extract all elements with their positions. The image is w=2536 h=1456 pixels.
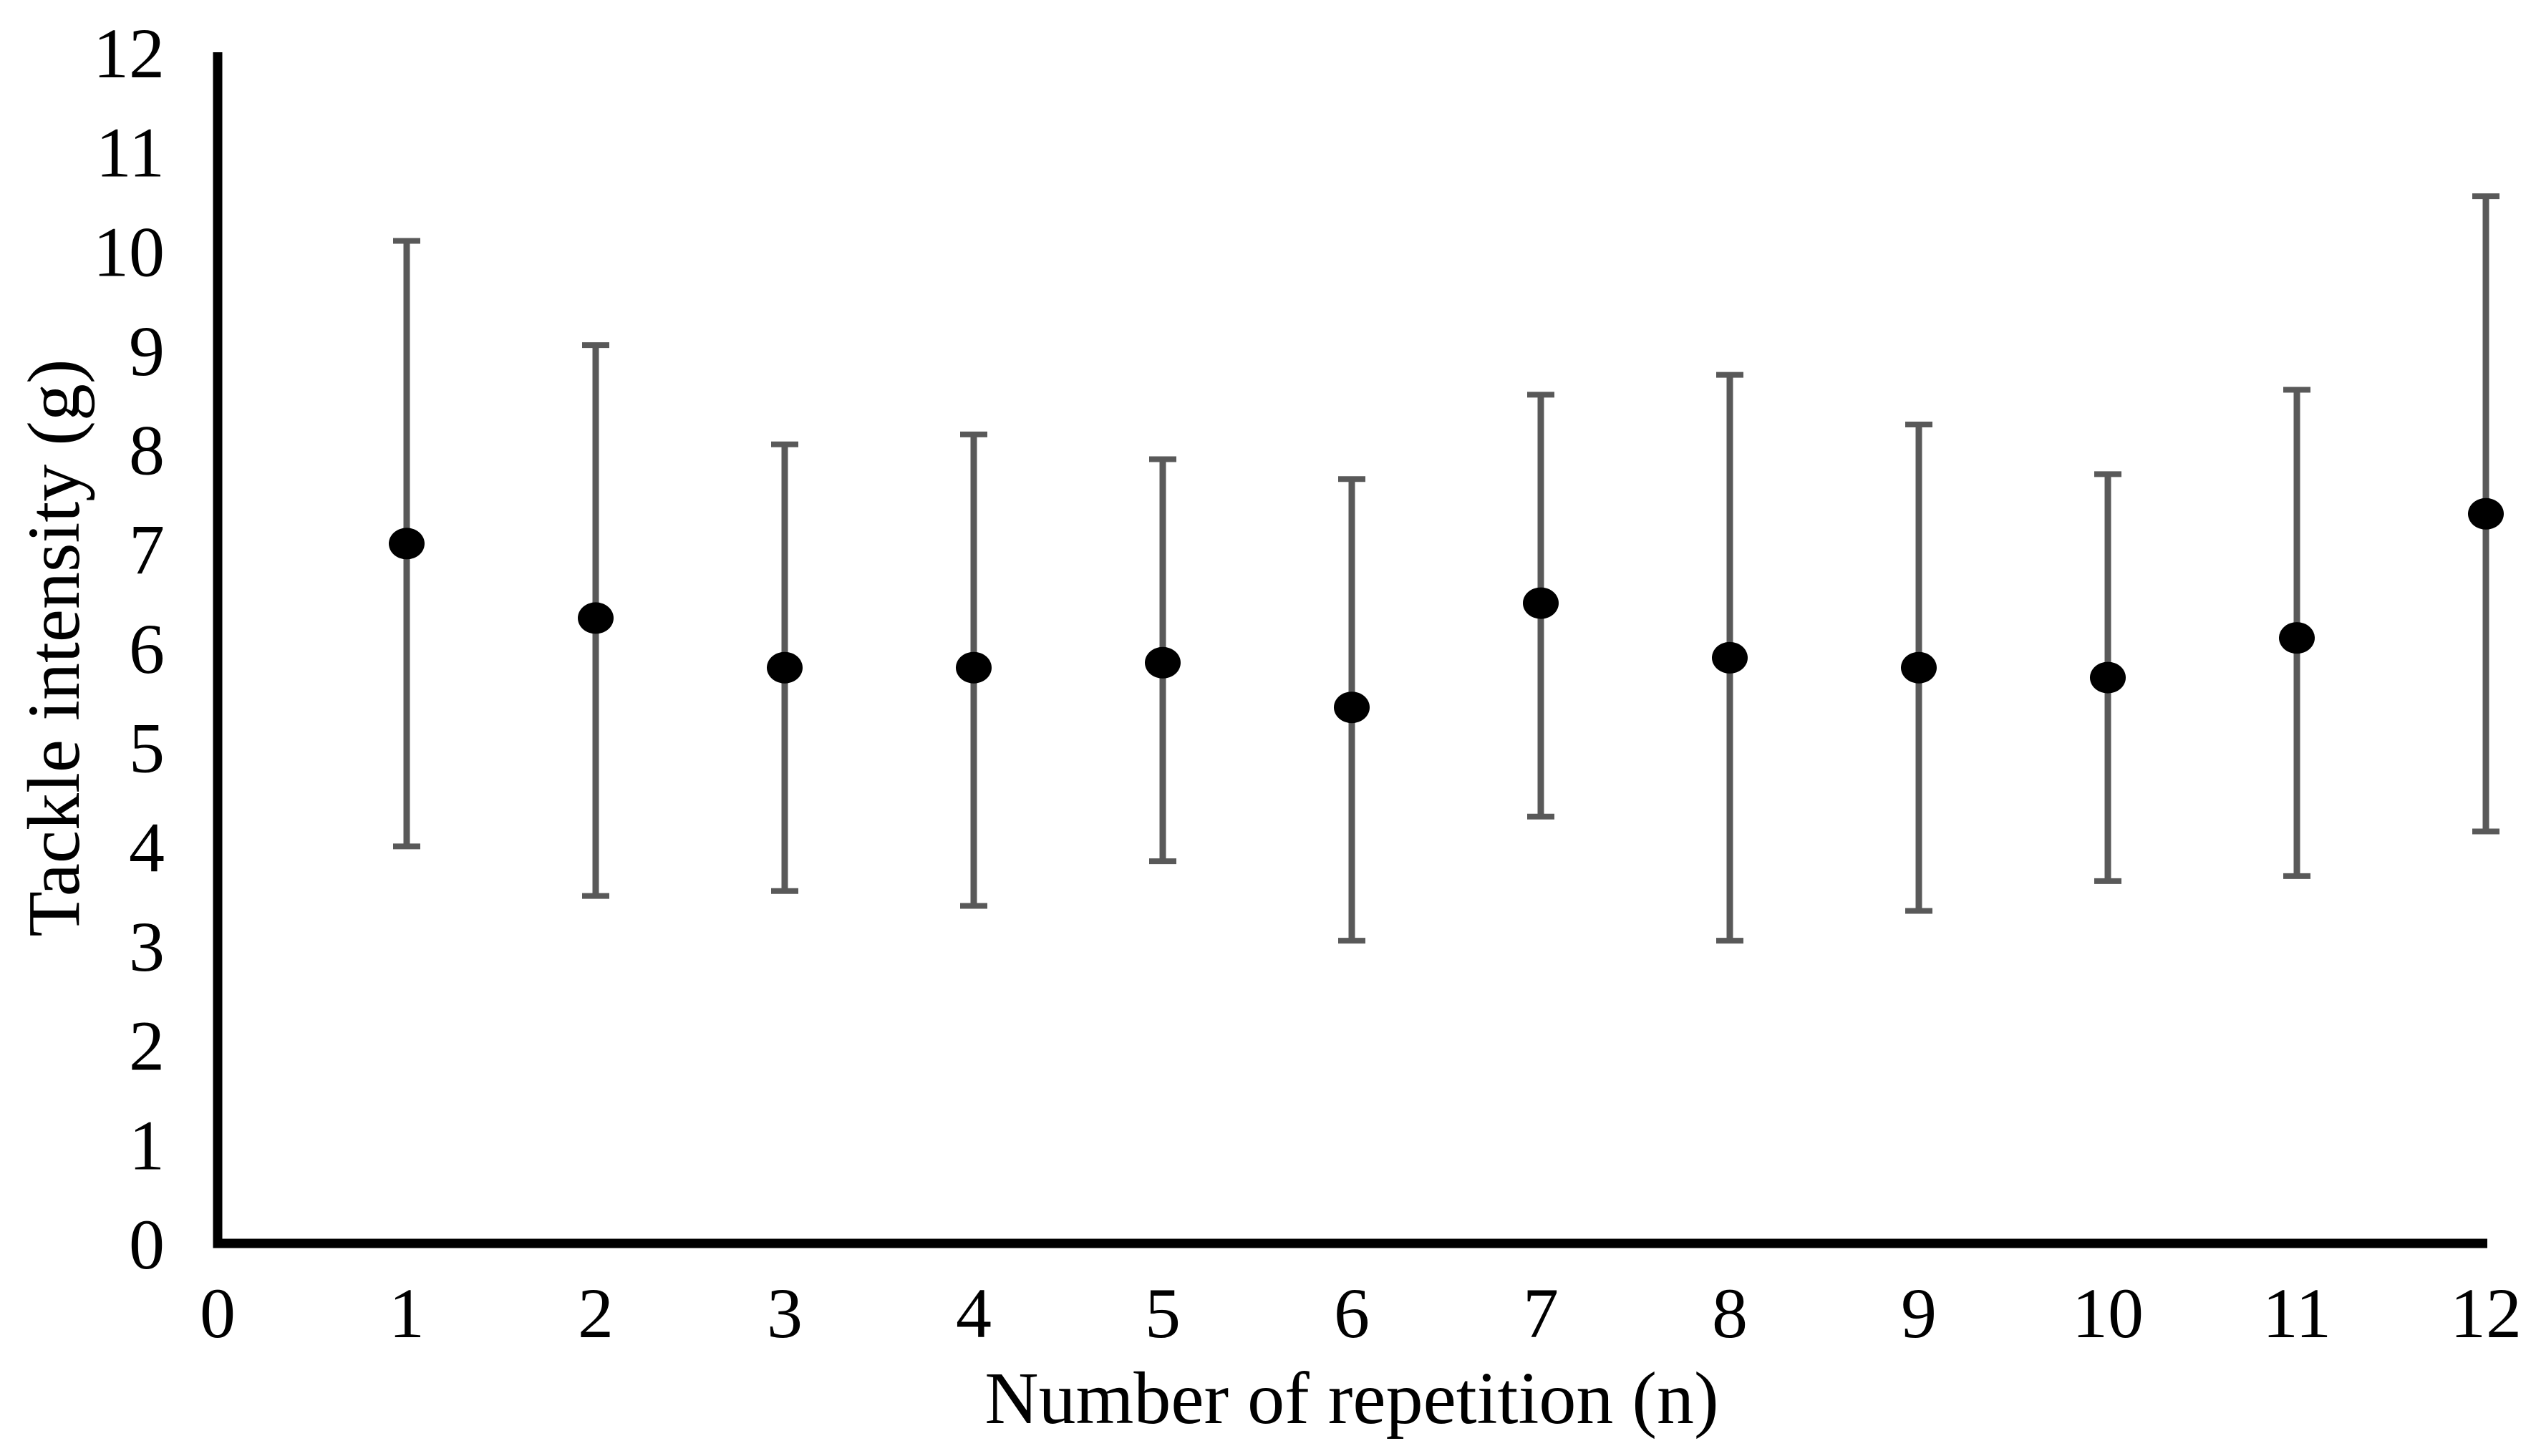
- mean-marker: [1712, 641, 1748, 674]
- y-tick-label: 3: [129, 907, 165, 986]
- x-axis-title: Number of repetition (n): [984, 1357, 1718, 1440]
- x-tick-label: 4: [956, 1273, 992, 1353]
- data-point: [1901, 422, 1937, 914]
- data-series: [389, 193, 2504, 944]
- x-tick-label: 9: [1901, 1273, 1937, 1353]
- mean-marker: [2468, 498, 2504, 530]
- y-tick-label: 1: [129, 1105, 165, 1185]
- x-tick-label: 8: [1712, 1273, 1748, 1353]
- y-tick-label: 4: [129, 807, 165, 887]
- mean-marker: [1523, 587, 1559, 619]
- mean-marker: [578, 602, 614, 634]
- x-tick-label: 6: [1334, 1273, 1370, 1353]
- mean-marker: [1901, 651, 1937, 684]
- y-tick-label: 2: [129, 1006, 165, 1086]
- x-tick-label: 1: [389, 1273, 425, 1353]
- mean-marker: [2279, 622, 2315, 654]
- data-point: [1145, 456, 1181, 865]
- data-point: [2090, 471, 2126, 884]
- data-point: [1523, 392, 1559, 820]
- mean-marker: [1334, 691, 1370, 724]
- mean-marker: [956, 651, 992, 684]
- data-point: [767, 441, 803, 894]
- data-point: [1712, 372, 1748, 944]
- x-tick-label: 7: [1523, 1273, 1559, 1353]
- y-axis-title: Tackle intensity (g): [13, 359, 95, 936]
- data-point: [2279, 387, 2315, 879]
- axis-lines: [213, 52, 2487, 1248]
- mean-marker: [1145, 646, 1181, 679]
- data-point: [2468, 193, 2504, 835]
- y-tick-label: 5: [129, 709, 165, 788]
- data-point: [956, 431, 992, 909]
- y-tick-label: 10: [93, 212, 165, 291]
- x-tick-label: 12: [2450, 1273, 2522, 1353]
- y-tick-label: 7: [129, 510, 165, 589]
- x-tick-label: 11: [2262, 1273, 2331, 1353]
- mean-marker: [389, 528, 425, 560]
- x-tick-label: 10: [2072, 1273, 2144, 1353]
- axes: [213, 52, 2487, 1248]
- data-point: [1334, 476, 1370, 944]
- y-tick-label: 11: [96, 113, 165, 193]
- data-point: [389, 238, 425, 850]
- y-tick-label: 0: [129, 1205, 165, 1284]
- x-tick-label: 3: [767, 1273, 803, 1353]
- x-axis-tick-labels: 0 1 2 3 4 5 6 7 8 9 10 11 12: [200, 1273, 2522, 1353]
- mean-marker: [2090, 661, 2126, 694]
- y-tick-label: 8: [129, 411, 165, 490]
- x-tick-label: 5: [1145, 1273, 1181, 1353]
- y-tick-label: 9: [129, 311, 165, 391]
- data-point: [578, 342, 614, 899]
- y-tick-label: 6: [129, 609, 165, 689]
- x-tick-label: 2: [578, 1273, 614, 1353]
- x-tick-label: 0: [200, 1273, 236, 1353]
- y-tick-label: 12: [93, 14, 165, 93]
- mean-marker: [767, 651, 803, 684]
